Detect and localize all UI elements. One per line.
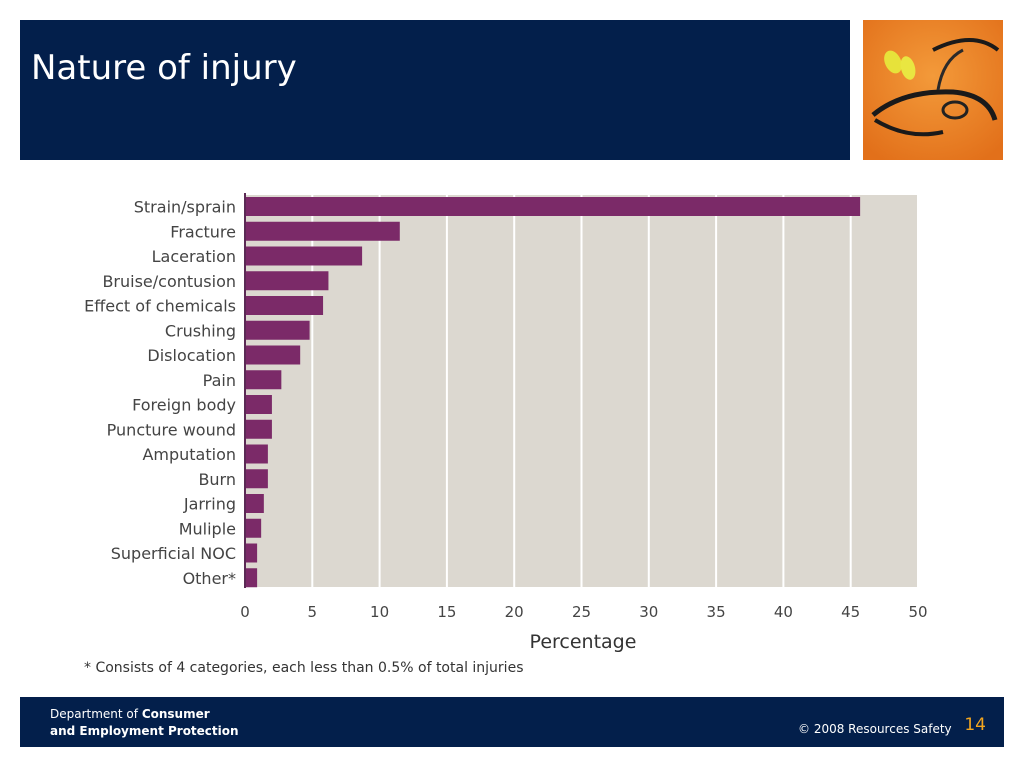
- bar-bruise-contusion: [245, 271, 329, 291]
- category-label: Bruise/contusion: [102, 272, 236, 291]
- category-label: Laceration: [152, 247, 236, 266]
- bar-jarring: [245, 494, 264, 513]
- x-tick-label: 20: [505, 603, 524, 621]
- header-band: [20, 20, 850, 160]
- dept-prefix: Department of: [50, 707, 142, 721]
- x-tick-label: 5: [308, 603, 318, 621]
- safety-glasses-photo: [863, 20, 1003, 160]
- category-label: Burn: [198, 470, 236, 489]
- dept-bold-2: and Employment Protection: [50, 724, 239, 738]
- x-axis-label: Percentage: [530, 631, 637, 653]
- x-tick-label: 10: [370, 603, 389, 621]
- bar-muliple: [245, 518, 262, 538]
- injury-bar-chart: Strain/sprain Fracture Laceration Bruise/co…: [84, 193, 928, 653]
- footer-band: Department of Consumer and Employment Pr…: [20, 697, 1004, 747]
- category-label: Dislocation: [147, 346, 236, 365]
- category-label: Effect of chemicals: [84, 297, 236, 316]
- chart-footnote: * Consists of 4 categories, each less th…: [84, 660, 524, 676]
- x-tick-label: 0: [240, 603, 250, 621]
- bar-strain-sprain: [245, 197, 861, 216]
- x-tick-label: 25: [572, 603, 591, 621]
- bar-burn: [245, 469, 268, 489]
- x-tick-label: 40: [774, 603, 793, 621]
- category-label: Pain: [203, 371, 236, 390]
- chart-container: Strain/sprain Fracture Laceration Bruise/co…: [84, 193, 928, 653]
- category-label: Amputation: [142, 445, 236, 464]
- bar-fracture: [245, 221, 400, 241]
- category-label: Foreign body: [132, 396, 236, 415]
- bar-other: [245, 568, 258, 588]
- category-label: Fracture: [170, 222, 236, 241]
- bar-laceration: [245, 246, 363, 266]
- bar-puncture-wound: [245, 419, 272, 439]
- category-label: Strain/sprain: [134, 198, 236, 217]
- x-tick-label: 50: [908, 603, 927, 621]
- bar-pain: [245, 370, 282, 390]
- bar-amputation: [245, 444, 268, 464]
- x-tick-label: 30: [639, 603, 658, 621]
- bar-effect-of-chemicals: [245, 296, 324, 315]
- x-tick-label: 35: [707, 603, 726, 621]
- bar-dislocation: [245, 345, 301, 365]
- bar-crushing: [245, 320, 310, 340]
- category-label: Crushing: [165, 321, 236, 340]
- category-label: Muliple: [179, 519, 236, 538]
- x-tick-label: 45: [841, 603, 860, 621]
- x-tick-label: 15: [437, 603, 456, 621]
- copyright: © 2008 Resources Safety: [798, 722, 952, 736]
- category-label: Puncture wound: [107, 420, 236, 439]
- category-label: Other*: [183, 569, 236, 588]
- bar-foreign-body: [245, 395, 272, 414]
- category-label: Jarring: [183, 495, 236, 514]
- page-number: 14: [964, 715, 986, 735]
- safety-glasses-earplugs-icon: [863, 20, 1003, 160]
- slide-title: Nature of injury: [31, 48, 297, 88]
- category-label: Superficial NOC: [111, 544, 236, 563]
- department-name: Department of Consumer and Employment Pr…: [50, 706, 239, 740]
- bar-superficial-noc: [245, 543, 258, 563]
- dept-bold-1: Consumer: [141, 707, 210, 721]
